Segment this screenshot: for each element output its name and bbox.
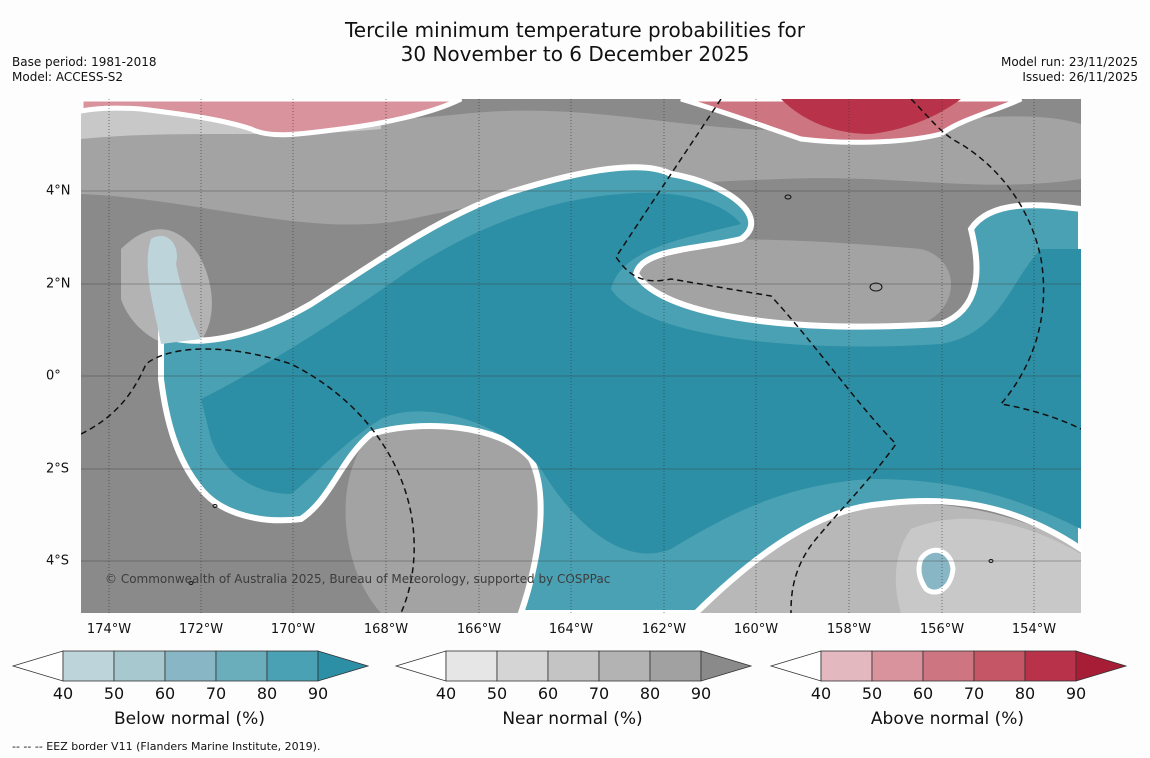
- meta-left: Base period: 1981-2018 Model: ACCESS-S2: [12, 55, 157, 85]
- title-line-2: 30 November to 6 December 2025: [400, 42, 750, 66]
- lon-label: 172°W: [178, 622, 224, 637]
- colorbar-tick-label: 90: [690, 684, 712, 703]
- colorbar-tick-label: 60: [154, 684, 176, 703]
- colorbar-segment: [598, 650, 651, 682]
- colorbar-over-arrow: [1075, 650, 1127, 682]
- probability-map: © Commonwealth of Australia 2025, Bureau…: [81, 99, 1081, 613]
- lon-label: 158°W: [826, 622, 872, 637]
- above-normal-north-west: [81, 99, 463, 138]
- model-name: Model: ACCESS-S2: [12, 70, 124, 84]
- colorbar-title: Above normal (%): [870, 709, 1025, 729]
- colorbar-segment: [922, 650, 975, 682]
- lat-label: 2°S: [46, 461, 70, 477]
- colorbar-tick-label: 80: [256, 684, 278, 703]
- near-normal-right-box: [635, 239, 951, 333]
- colorbar-segment: [215, 650, 268, 682]
- colorbar-segment: [820, 650, 873, 682]
- parallels: [81, 190, 1081, 562]
- colorbar-segment: [164, 650, 217, 682]
- colorbar-over-arrow: [317, 650, 369, 682]
- lon-label: 156°W: [919, 622, 965, 637]
- colorbar-segment: [496, 650, 549, 682]
- colorbar-under-arrow: [395, 650, 447, 682]
- lon-label: 154°W: [1011, 622, 1057, 637]
- colorbar-tick-label: 80: [1014, 684, 1036, 703]
- lon-label: 174°W: [86, 622, 132, 637]
- base-period: Base period: 1981-2018: [12, 55, 157, 69]
- colorbar-segment: [547, 650, 600, 682]
- model-run: Model run: 23/11/2025: [1000, 55, 1138, 69]
- below-normal-core: [201, 192, 1081, 554]
- colorbar: [12, 650, 369, 682]
- eez-borders: [81, 99, 1081, 613]
- colorbar: [395, 650, 752, 682]
- lon-label: 166°W: [456, 622, 502, 637]
- title-line-1: Tercile minimum temperature probabilitie…: [344, 18, 806, 42]
- eez-legend-note: -- -- -- EEZ border V11 (Flanders Marine…: [12, 740, 321, 753]
- lon-label: 160°W: [733, 622, 779, 637]
- colorbar-segment: [266, 650, 319, 682]
- colorbar-tick-label: 80: [639, 684, 661, 703]
- colorbar-tick-label: 90: [307, 684, 329, 703]
- colorbar-tick-label: 40: [435, 684, 457, 703]
- near-normal-south-left: [345, 426, 540, 613]
- lat-label: 0°: [46, 368, 61, 384]
- colorbar-title: Near normal (%): [502, 709, 643, 729]
- below-normal-light-west: [147, 235, 201, 344]
- copyright-notice: © Commonwealth of Australia 2025, Bureau…: [105, 572, 611, 586]
- colorbar-under-arrow: [770, 650, 822, 682]
- colorbar-tick-label: 90: [1065, 684, 1087, 703]
- colorbar: [770, 650, 1127, 682]
- colorbar-segment: [973, 650, 1026, 682]
- colorbar-segment: [649, 650, 702, 682]
- colorbar-tick-label: 70: [963, 684, 985, 703]
- colorbar-segment: [62, 650, 115, 682]
- lat-label: 2°N: [46, 276, 71, 292]
- colorbar-title: Below normal (%): [114, 709, 265, 729]
- colorbar-segment: [445, 650, 498, 682]
- colorbar-over-arrow: [700, 650, 752, 682]
- lat-label: 4°N: [46, 183, 71, 199]
- below-normal-pocket-southeast: [916, 547, 956, 595]
- meta-right: Model run: 23/11/2025 Issued: 26/11/2025: [1001, 55, 1138, 85]
- colorbar-tick-label: 50: [486, 684, 508, 703]
- map-title: Tercile minimum temperature probabilitie…: [0, 18, 1150, 66]
- above-normal-north-core: [781, 99, 961, 134]
- colorbar-segment: [113, 650, 166, 682]
- colorbar-tick-label: 40: [52, 684, 74, 703]
- issued-date: Issued: 26/11/2025: [1022, 70, 1138, 84]
- lon-label: 170°W: [270, 622, 316, 637]
- colorbar-tick-label: 50: [103, 684, 125, 703]
- island-markers: [188, 194, 994, 585]
- lon-label: 164°W: [548, 622, 594, 637]
- colorbar-tick-label: 60: [537, 684, 559, 703]
- colorbar-tick-label: 40: [810, 684, 832, 703]
- lon-label: 168°W: [363, 622, 409, 637]
- colorbar-segment: [871, 650, 924, 682]
- colorbar-segment: [1024, 650, 1077, 682]
- colorbar-tick-label: 70: [588, 684, 610, 703]
- lat-label: 4°S: [46, 553, 70, 569]
- colorbar-under-arrow: [12, 650, 64, 682]
- colorbar-tick-label: 70: [205, 684, 227, 703]
- map-canvas: [81, 99, 1081, 613]
- colorbar-tick-label: 60: [912, 684, 934, 703]
- colorbar-tick-label: 50: [861, 684, 883, 703]
- lon-label: 162°W: [641, 622, 687, 637]
